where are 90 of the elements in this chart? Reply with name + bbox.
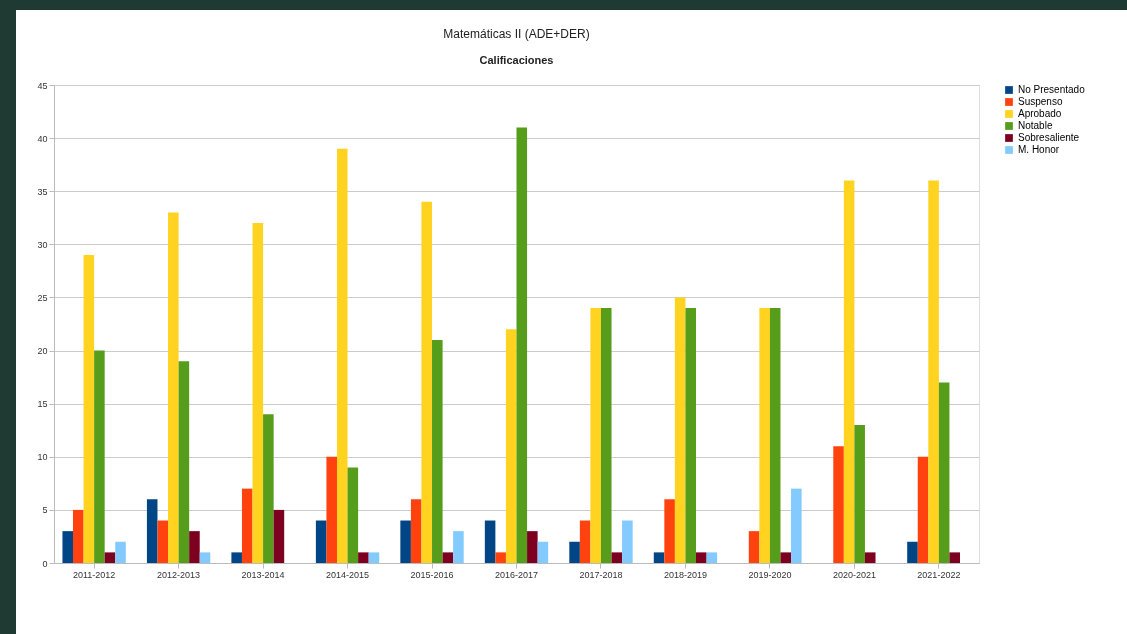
bar [907,541,918,563]
bar [843,180,855,563]
bar [527,531,538,563]
bar [590,308,601,563]
x-tick-label: 2018-2019 [663,569,707,580]
bar [189,531,200,563]
bar [748,531,760,563]
bar [928,180,939,563]
bar [791,488,802,563]
x-tick-label: 2013-2014 [241,569,285,580]
bar [104,552,116,563]
x-tick-label: 2019-2020 [748,569,792,580]
legend-label: M. Honor [1018,144,1060,155]
bar [600,308,612,563]
bar [495,552,506,563]
y-tick-label: 0 [42,558,48,569]
bar [864,552,876,563]
y-tick-label: 40 [37,133,48,144]
y-tick-label: 45 [37,80,48,91]
bar [938,382,950,563]
bar [199,552,211,563]
bar [674,297,686,563]
bar [569,541,580,563]
y-tick-label: 30 [37,239,48,250]
legend-label: Notable [1018,120,1053,131]
y-tick-label: 10 [37,452,48,463]
bar [759,308,770,563]
x-tick-label: 2017-2018 [579,569,623,580]
bar [833,446,844,563]
bar [178,361,190,563]
bar [685,308,697,563]
bar [622,520,633,563]
bar [231,552,242,563]
bar [453,531,464,563]
bar [168,212,179,563]
chart-subtitle: Calificaciones [479,54,554,66]
bar [62,531,74,563]
bar [537,541,549,563]
chart-title: Matemáticas II (ADE+DER) [443,27,590,41]
bar [115,541,126,563]
bar [347,467,359,563]
bar [432,339,443,563]
bar [484,520,496,563]
x-tick-label: 2011-2012 [72,569,116,580]
bar [273,509,285,563]
bar [854,424,865,563]
bar [263,414,274,563]
bar [653,552,665,563]
bar [157,520,169,563]
legend-label: Sobresaliente [1018,132,1080,143]
bar [442,552,454,563]
bar [326,456,337,563]
y-tick-label: 20 [37,346,48,357]
bar [358,552,369,563]
x-tick-label: 2012-2013 [157,569,201,580]
y-tick-label: 35 [37,186,48,197]
bar [780,552,792,563]
bar [696,552,707,563]
x-tick-label: 2021-2022 [917,569,961,580]
y-tick-label: 5 [42,505,48,516]
bar [706,552,718,563]
bar [664,499,675,563]
x-tick-label: 2020-2021 [832,569,876,580]
bar [252,223,264,563]
legend-label: Suspenso [1018,96,1063,107]
bar [400,520,411,563]
bar [315,520,327,563]
bar [769,308,781,563]
x-tick-label: 2015-2016 [410,569,454,580]
bar [336,148,348,563]
bar [146,499,158,563]
legend-label: No Presentado [1018,84,1086,95]
bar [611,552,623,563]
bar [917,456,929,563]
bar [83,254,95,563]
bar [73,509,84,563]
x-tick-label: 2016-2017 [494,569,539,580]
y-tick-label: 25 [37,292,48,303]
bar [368,552,380,563]
bar [505,329,517,563]
bar [410,499,422,563]
legend-label: Aprobado [1018,108,1062,119]
y-tick-label: 15 [37,399,48,410]
bar [516,127,528,563]
x-tick-label: 2014-2015 [326,569,370,580]
bar [241,488,253,563]
bar [421,201,433,563]
bar [94,350,105,563]
bar [579,520,591,563]
bar [949,552,960,563]
